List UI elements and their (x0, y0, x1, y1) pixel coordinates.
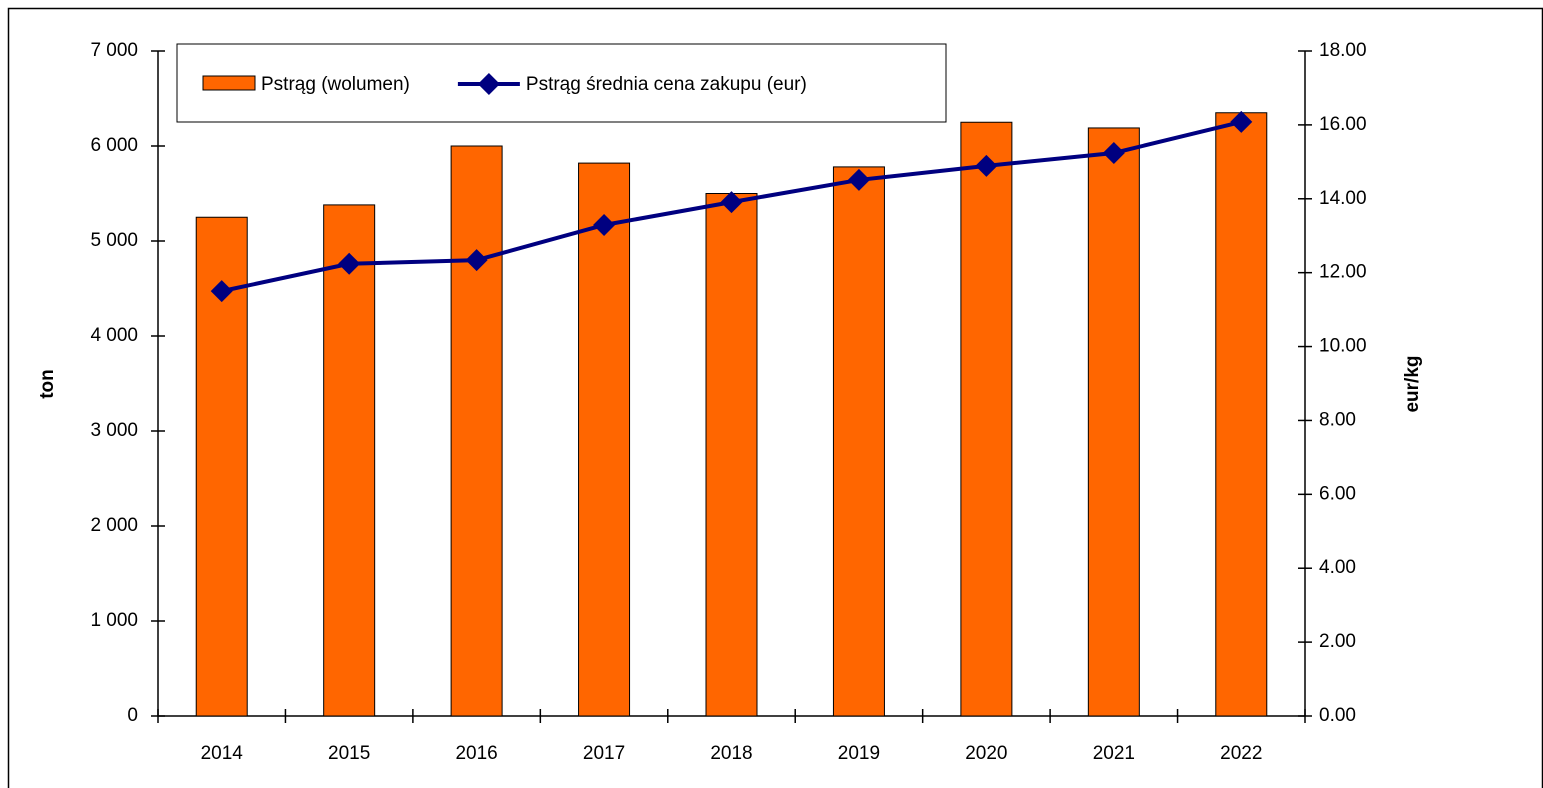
y2-tick-label: 16.00 (1319, 114, 1367, 135)
y2-tick-label: 18.00 (1319, 40, 1367, 61)
legend-swatch (202, 75, 256, 91)
y2-tick-label: 12.00 (1319, 262, 1367, 283)
marker (210, 280, 233, 303)
y2-axis-title: eur/kg (1402, 355, 1423, 412)
x-tick-label: 2022 (1220, 743, 1262, 764)
bar (705, 193, 758, 717)
marker (847, 168, 870, 191)
legend-marker (477, 73, 500, 95)
y-tick-label: 1 000 (90, 610, 138, 631)
bar (323, 204, 376, 717)
x-tick-label: 2015 (328, 743, 370, 764)
bar (960, 121, 1013, 717)
y-tick-label: 6 000 (90, 135, 138, 156)
bar (1215, 112, 1268, 717)
x-tick-label: 2020 (965, 743, 1007, 764)
x-tick-label: 2018 (710, 743, 752, 764)
y2-tick-label: 8.00 (1319, 409, 1356, 430)
x-tick-label: 2021 (1093, 743, 1135, 764)
marker (1102, 141, 1125, 164)
y-tick-label: 0 (127, 705, 138, 726)
bar (450, 145, 503, 717)
y-axis-title: ton (37, 369, 58, 399)
y2-tick-label: 10.00 (1319, 336, 1367, 357)
x-tick-label: 2019 (838, 743, 880, 764)
y2-tick-label: 4.00 (1319, 557, 1356, 578)
marker (593, 214, 616, 237)
y2-tick-label: 14.00 (1319, 188, 1367, 209)
y-tick-label: 7 000 (90, 40, 138, 61)
y-tick-label: 3 000 (90, 420, 138, 441)
marker (975, 154, 998, 177)
bar (578, 162, 631, 717)
bar (832, 166, 885, 717)
marker (1230, 110, 1253, 133)
x-tick-label: 2017 (583, 743, 625, 764)
legend-label: Pstrąg średnia cena zakupu (eur) (526, 74, 807, 95)
marker (720, 191, 743, 214)
y2-tick-label: 0.00 (1319, 705, 1356, 726)
legend-label: Pstrąg (wolumen) (261, 74, 410, 95)
y-tick-label: 4 000 (90, 325, 138, 346)
x-tick-label: 2014 (201, 743, 244, 764)
bar (1087, 127, 1140, 717)
marker (338, 252, 361, 275)
legend-box (176, 43, 947, 123)
marker (465, 249, 488, 272)
x-tick-label: 2016 (455, 743, 497, 764)
y-tick-label: 2 000 (90, 515, 138, 536)
y2-tick-label: 6.00 (1319, 483, 1356, 504)
y2-tick-label: 2.00 (1319, 631, 1356, 652)
y-tick-label: 5 000 (90, 230, 138, 251)
